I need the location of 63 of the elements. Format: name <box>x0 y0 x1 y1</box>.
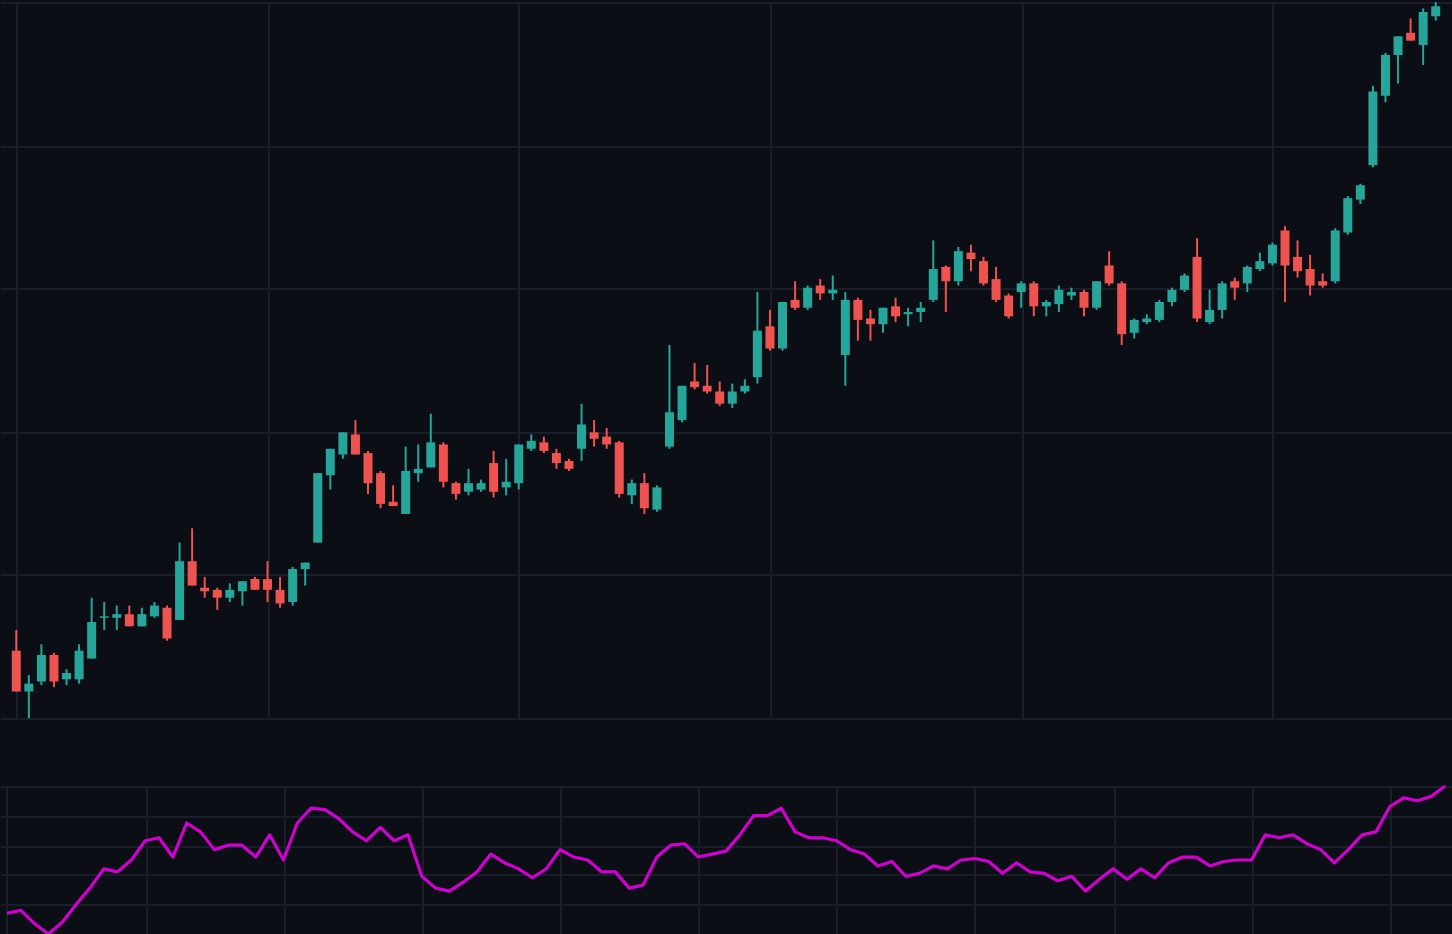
candlestick <box>1393 35 1403 85</box>
candlestick <box>803 284 813 311</box>
candlestick <box>489 449 499 499</box>
candlestick <box>187 527 197 587</box>
candlestick <box>225 582 235 604</box>
candlestick <box>1179 272 1189 293</box>
candlestick <box>350 419 360 456</box>
candlestick <box>1380 51 1390 104</box>
candlestick <box>1029 280 1039 318</box>
candlestick <box>690 361 700 391</box>
candlestick <box>1280 225 1290 303</box>
candlestick <box>966 243 976 273</box>
candlestick <box>928 239 938 303</box>
candlestick <box>463 467 473 497</box>
candlestick <box>916 301 926 324</box>
candlestick <box>639 472 649 515</box>
candlestick <box>1154 298 1164 324</box>
candlestick <box>275 575 285 609</box>
candlestick <box>212 586 222 611</box>
candlestick <box>878 306 888 334</box>
candlestick <box>664 343 674 450</box>
candlestick <box>752 290 762 385</box>
candlestick <box>1205 288 1215 326</box>
candlestick <box>413 443 423 483</box>
candlestick <box>790 280 800 311</box>
candlestick <box>11 628 21 693</box>
candlestick <box>24 674 34 719</box>
candlestick <box>941 264 951 314</box>
candlestick <box>1167 286 1177 308</box>
candlestick <box>953 245 963 287</box>
candlestick <box>715 380 725 407</box>
candlestick <box>577 402 587 462</box>
candlestick <box>36 643 46 687</box>
candlestick <box>162 604 172 642</box>
candlestick <box>1406 17 1416 42</box>
candlestick <box>627 478 637 505</box>
candlestick <box>1079 288 1089 318</box>
candlestick <box>401 445 411 515</box>
candlestick <box>1092 280 1102 311</box>
candlestick <box>49 651 59 689</box>
candlestick <box>438 441 448 489</box>
candlestick <box>778 301 788 352</box>
candlestick <box>1293 239 1303 279</box>
candlestick <box>865 308 875 342</box>
candlestick <box>652 484 662 513</box>
candlestick <box>1104 250 1114 287</box>
candlestick <box>702 364 712 395</box>
candlestick <box>1355 182 1365 205</box>
candlestick <box>853 296 863 342</box>
candlestick <box>237 580 247 607</box>
candlestick <box>1267 241 1277 267</box>
candlestick <box>727 382 737 409</box>
candlestick <box>1217 280 1227 320</box>
candlestick <box>891 296 901 324</box>
candlestick <box>426 412 436 469</box>
candlestick <box>1016 280 1026 309</box>
candlestick <box>677 384 687 424</box>
candlestick <box>1230 276 1240 301</box>
candlestick <box>263 560 273 604</box>
candlestick <box>979 255 989 287</box>
candlestick <box>288 565 298 607</box>
candlestick <box>765 308 775 352</box>
candlestick <box>903 306 913 328</box>
